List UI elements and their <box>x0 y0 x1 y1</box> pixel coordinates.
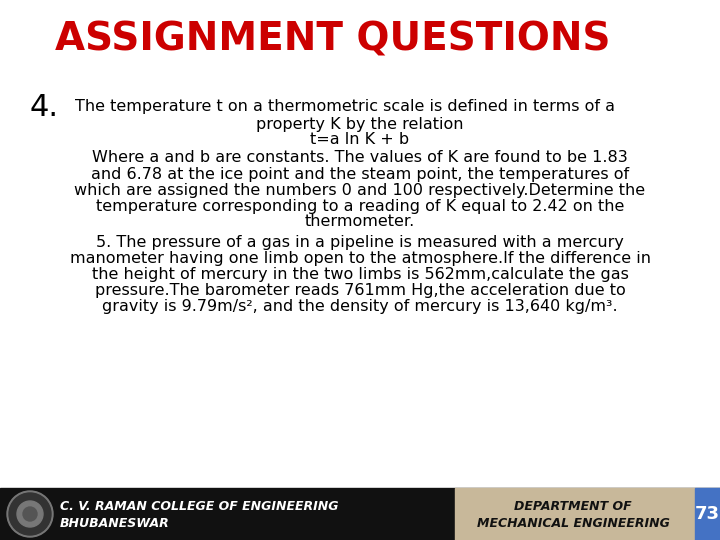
Bar <box>455 488 695 540</box>
Bar <box>695 488 720 540</box>
Text: manometer having one limb open to the atmosphere.If the difference in: manometer having one limb open to the at… <box>70 251 650 266</box>
Text: t=a ln K + b: t=a ln K + b <box>310 132 410 147</box>
Text: ASSIGNMENT QUESTIONS: ASSIGNMENT QUESTIONS <box>55 21 611 59</box>
Text: The temperature t on a thermometric scale is defined in terms of a: The temperature t on a thermometric scal… <box>75 99 615 114</box>
Text: C. V. RAMAN COLLEGE OF ENGINEERING: C. V. RAMAN COLLEGE OF ENGINEERING <box>60 500 338 512</box>
Text: 4.: 4. <box>30 92 59 122</box>
Text: pressure.The barometer reads 761mm Hg,the acceleration due to: pressure.The barometer reads 761mm Hg,th… <box>94 282 626 298</box>
Text: the height of mercury in the two limbs is 562mm,calculate the gas: the height of mercury in the two limbs i… <box>91 267 629 281</box>
Circle shape <box>9 493 51 535</box>
Text: gravity is 9.79m/s², and the density of mercury is 13,640 kg/m³.: gravity is 9.79m/s², and the density of … <box>102 299 618 314</box>
Text: and 6.78 at the ice point and the steam point, the temperatures of: and 6.78 at the ice point and the steam … <box>91 166 629 181</box>
Text: Where a and b are constants. The values of K are found to be 1.83: Where a and b are constants. The values … <box>92 151 628 165</box>
Text: 73: 73 <box>695 505 719 523</box>
Circle shape <box>17 501 43 527</box>
Text: DEPARTMENT OF: DEPARTMENT OF <box>514 500 632 512</box>
Circle shape <box>23 507 37 521</box>
Text: thermometer.: thermometer. <box>305 214 415 230</box>
Bar <box>0 488 720 540</box>
Text: 5. The pressure of a gas in a pipeline is measured with a mercury: 5. The pressure of a gas in a pipeline i… <box>96 234 624 249</box>
Text: BHUBANESWAR: BHUBANESWAR <box>60 517 170 530</box>
Text: MECHANICAL ENGINEERING: MECHANICAL ENGINEERING <box>477 517 670 530</box>
Text: property K by the relation: property K by the relation <box>256 117 464 132</box>
Text: which are assigned the numbers 0 and 100 respectively.Determine the: which are assigned the numbers 0 and 100… <box>74 183 646 198</box>
Text: temperature corresponding to a reading of K equal to 2.42 on the: temperature corresponding to a reading o… <box>96 199 624 213</box>
Circle shape <box>7 491 53 537</box>
